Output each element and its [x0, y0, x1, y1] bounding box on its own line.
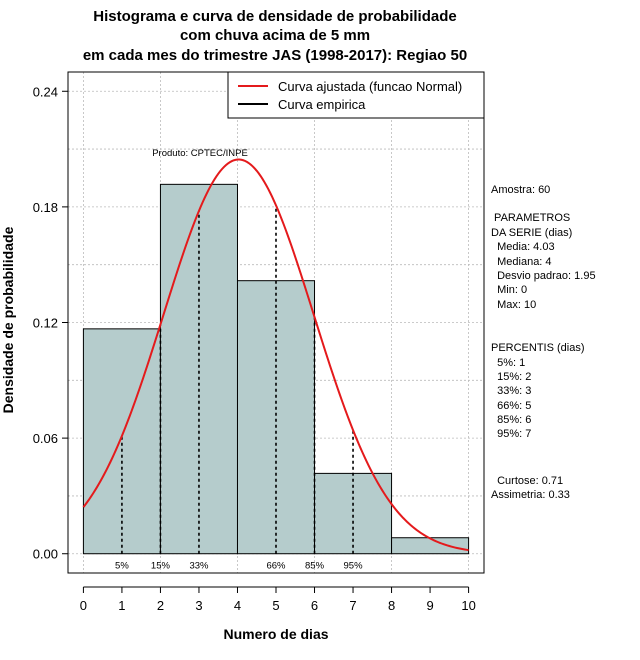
parameters-title: PARAMETROS	[491, 212, 570, 224]
param-sd: Desvio padrao: 1.95	[491, 270, 596, 282]
pct-95: 95%: 7	[491, 428, 531, 440]
percentiles-title: PERCENTIS (dias)	[491, 342, 585, 354]
chart-title-line-3: em cada mes do trimestre JAS (1998-2017)…	[83, 47, 467, 64]
pct-5: 5%: 1	[491, 357, 525, 369]
percentile-label-4: 85%	[305, 561, 325, 572]
pct-15: 15%: 2	[491, 371, 531, 383]
pct-66: 66%: 5	[491, 400, 531, 412]
parameters-subtitle: DA SERIE (dias)	[491, 227, 572, 239]
x-tick-label-8: 8	[388, 598, 395, 613]
x-tick-label-5: 5	[272, 598, 279, 613]
x-tick-label-0: 0	[80, 598, 87, 613]
histogram-bar-2	[236, 280, 316, 555]
param-max: Max: 10	[491, 299, 536, 311]
y-axis-label: Densidade de probabilidade	[0, 226, 16, 413]
stats-panel: Amostra: 60 PARAMETROS DA SERIE (dias) M…	[491, 184, 596, 501]
skewness: Assimetria: 0.33	[491, 489, 570, 501]
x-tick-label-1: 1	[118, 598, 125, 613]
pct-85: 85%: 6	[491, 414, 531, 426]
legend-label-empirical: Curva empirica	[278, 97, 366, 112]
x-axis-label: Numero de dias	[223, 626, 328, 642]
param-median: Mediana: 4	[491, 256, 552, 268]
param-min: Min: 0	[491, 284, 527, 296]
kurtosis: Curtose: 0.71	[491, 475, 563, 487]
histogram-bar-4	[391, 537, 470, 555]
x-tick-label-6: 6	[311, 598, 318, 613]
percentile-label-1: 15%	[151, 561, 171, 572]
product-annotation: Produto: CPTEC/INPE	[152, 148, 248, 159]
x-tick-label-2: 2	[157, 598, 164, 613]
legend-box	[227, 71, 485, 119]
chart-title-line-1: Histograma e curva de densidade de proba…	[93, 8, 456, 25]
percentile-label-3: 66%	[266, 561, 286, 572]
normal-fit-curve	[82, 158, 469, 552]
axes: 0 1 2 3 4 5 6 7 8 9 10 0.00 0.06 0.12 0.18 0.24	[33, 84, 476, 613]
percentile-label-2: 33%	[189, 561, 209, 572]
x-tick-label-7: 7	[349, 598, 356, 613]
y-tick-label-3: 0.18	[33, 200, 58, 215]
legend-label-fit: Curva ajustada (funcao Normal)	[278, 79, 462, 94]
legend: Curva ajustada (funcao Normal) Curva emp…	[227, 71, 485, 119]
y-tick-label-2: 0.12	[33, 316, 58, 331]
y-tick-label-0: 0.00	[33, 547, 58, 562]
x-tick-label-4: 4	[234, 598, 241, 613]
percentile-label-5: 95%	[344, 561, 364, 572]
pct-33: 33%: 3	[491, 385, 531, 397]
percentile-label-0: 5%	[115, 561, 129, 572]
sample-size: Amostra: 60	[491, 184, 550, 196]
param-mean: Media: 4.03	[491, 241, 555, 253]
y-tick-label-1: 0.06	[33, 431, 58, 446]
chart-title-line-2: com chuva acima de 5 mm	[180, 27, 370, 44]
y-tick-label-4: 0.24	[33, 84, 58, 99]
x-tick-label-10: 10	[461, 598, 475, 613]
x-tick-label-9: 9	[426, 598, 433, 613]
x-tick-label-3: 3	[195, 598, 202, 613]
percentile-lines: 5% 15% 33% 66% 85% 95%	[115, 205, 364, 572]
